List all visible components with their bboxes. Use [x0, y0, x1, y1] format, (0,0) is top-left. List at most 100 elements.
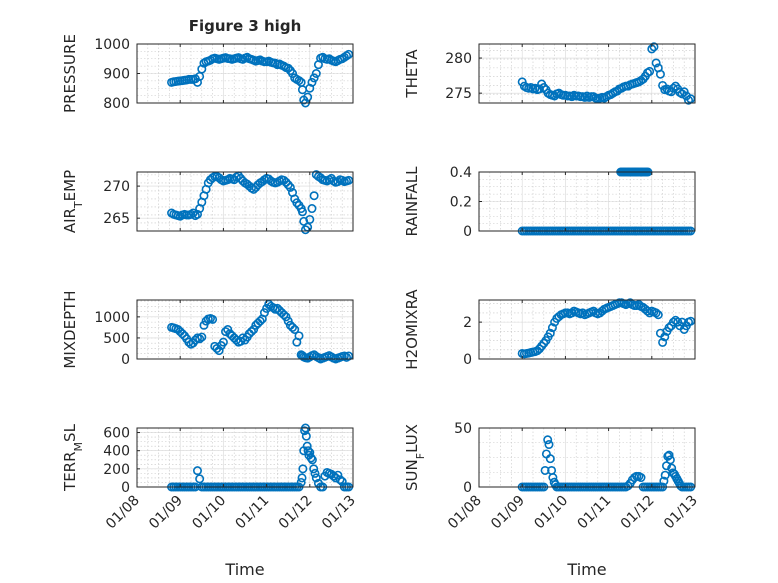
- subplot-rainfall: 0 0.2 0.4 RAINFALL: [403, 165, 696, 240]
- data-point: [567, 308, 577, 318]
- y-tick-label: 0: [121, 352, 130, 368]
- data-point: [660, 332, 670, 342]
- data-point: [333, 177, 343, 187]
- x-tick-label: 01/08: [103, 493, 143, 533]
- y-axis-label: SUNFLUX: [403, 424, 427, 491]
- data-series: [167, 49, 354, 108]
- axes-box: [136, 171, 354, 232]
- data-point: [658, 337, 668, 347]
- data-point: [192, 466, 202, 476]
- data-point: [623, 481, 633, 491]
- data-point: [344, 49, 354, 59]
- x-tick-label: 01/10: [531, 493, 571, 533]
- data-point: [333, 470, 343, 480]
- data-point: [544, 440, 554, 450]
- data-point: [539, 83, 549, 93]
- data-point: [294, 331, 304, 341]
- data-point: [208, 314, 218, 324]
- data-point: [534, 84, 544, 94]
- data-point: [659, 476, 669, 486]
- y-tick-label: 1000: [94, 310, 130, 326]
- data-point: [238, 333, 248, 343]
- data-point: [292, 198, 302, 208]
- data-point: [311, 473, 321, 483]
- data-point: [309, 73, 319, 83]
- y-tick-label: 275: [445, 86, 472, 102]
- y-tick-label: 280: [445, 51, 472, 67]
- data-series: [517, 42, 696, 105]
- data-point: [218, 337, 228, 347]
- data-point: [686, 94, 696, 104]
- y-tick-label: 50: [454, 421, 472, 437]
- data-point: [303, 92, 313, 102]
- x-tick-label: 01/09: [146, 493, 186, 533]
- subplot-sunflux: 0 50 SUNFLUX 01/08 01/09 01/10 01/11 01/12 01/13…: [403, 421, 701, 579]
- y-tick-label: 0: [121, 480, 130, 496]
- data-point: [188, 208, 198, 218]
- data-point: [307, 455, 317, 465]
- data-point: [297, 473, 307, 483]
- y-tick-label: 265: [103, 211, 130, 227]
- y-tick-label: 0: [463, 224, 472, 240]
- y-tick-label: 2: [463, 315, 472, 331]
- data-point: [636, 473, 646, 483]
- chart-title: Figure 3 high: [189, 17, 302, 35]
- x-tick-label: 01/12: [618, 493, 658, 533]
- data-point: [221, 327, 231, 337]
- data-point: [651, 308, 661, 318]
- data-point: [337, 477, 347, 487]
- data-point: [192, 209, 202, 219]
- y-tick-label: 0.2: [450, 195, 472, 211]
- data-point: [653, 310, 663, 320]
- data-point: [307, 204, 317, 214]
- data-point: [686, 316, 696, 326]
- data-series: [167, 170, 354, 235]
- data-point: [645, 308, 655, 318]
- data-point: [344, 351, 354, 361]
- data-point: [306, 453, 316, 463]
- data-point: [288, 322, 298, 332]
- data-point: [285, 182, 295, 192]
- x-axis-label: Time: [224, 560, 264, 579]
- data-point: [297, 85, 307, 95]
- y-axis-label: PRESSURE: [61, 34, 79, 113]
- subplot-theta: 275 280 THETA: [403, 42, 696, 105]
- data-point: [664, 450, 674, 460]
- data-point: [297, 207, 307, 217]
- data-point: [310, 468, 320, 478]
- data-point: [279, 310, 289, 320]
- subplot-h2omixra: 0 2 H2OMIXRA: [403, 289, 696, 370]
- y-axis-label: THETA: [403, 49, 421, 99]
- data-point: [288, 69, 298, 79]
- data-point: [294, 76, 304, 86]
- subplot-mixdepth: 0 500 1000 MIXDEPTH: [61, 290, 354, 369]
- y-tick-label: 0: [463, 352, 472, 368]
- data-point: [197, 332, 207, 342]
- data-point: [307, 77, 317, 87]
- axes-box: [136, 299, 354, 360]
- data-point: [664, 323, 674, 333]
- data-point: [545, 328, 555, 338]
- data-point: [255, 316, 265, 326]
- data-series: [167, 423, 354, 492]
- y-tick-label: 0.4: [450, 165, 472, 181]
- axes-box: [136, 427, 354, 488]
- data-point: [195, 334, 205, 344]
- data-series: [167, 299, 354, 364]
- data-point: [281, 177, 291, 187]
- data-point: [651, 58, 661, 68]
- data-point: [642, 306, 652, 316]
- y-axis-label: TERRMSL: [61, 423, 85, 492]
- data-point: [665, 455, 675, 465]
- y-axis-label: H2OMIXRA: [403, 289, 421, 370]
- y-tick-label: 0: [463, 480, 472, 496]
- data-point: [303, 446, 313, 456]
- y-tick-label: 500: [103, 331, 130, 347]
- data-point: [545, 454, 555, 464]
- data-point: [335, 475, 345, 485]
- data-point: [283, 63, 293, 73]
- data-point: [668, 83, 678, 93]
- data-series: [517, 435, 696, 492]
- data-point: [309, 464, 319, 474]
